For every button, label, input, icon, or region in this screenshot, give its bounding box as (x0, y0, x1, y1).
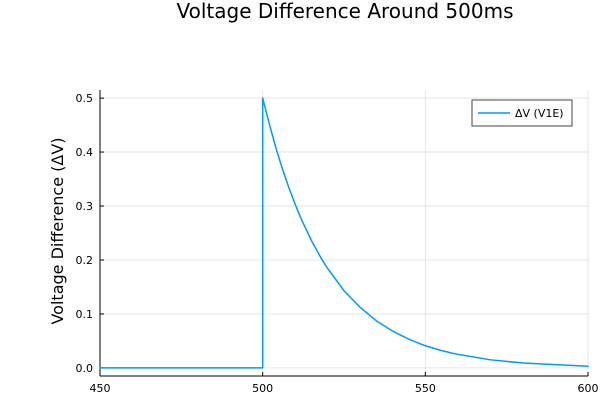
y-tick-label: 0.0 (76, 362, 94, 375)
legend: ΔV (V1E) (471, 99, 573, 127)
legend-series-label: ΔV (V1E) (515, 107, 564, 120)
grid (99, 90, 589, 376)
y-tick-label: 0.2 (76, 254, 94, 267)
y-tick-label: 0.4 (76, 146, 94, 159)
y-tick-label: 0.3 (76, 200, 94, 213)
series-line-0 (99, 97, 589, 369)
axes (99, 90, 589, 377)
y-tick-label: 0.5 (76, 92, 94, 105)
x-tick-label: 450 (90, 382, 111, 395)
x-tick-label: 600 (578, 382, 599, 395)
series-layer (99, 97, 589, 369)
y-tick-label: 0.1 (76, 308, 94, 321)
x-tick-label: 550 (415, 382, 436, 395)
x-tick-label: 500 (252, 382, 273, 395)
chart-title: Voltage Difference Around 500ms (176, 0, 513, 23)
y-axis-label: Voltage Difference (ΔV) (48, 137, 67, 324)
tick-labels: 450 500 550 600 0.0 0.1 0.2 0.3 0.4 0.5 (76, 92, 599, 395)
